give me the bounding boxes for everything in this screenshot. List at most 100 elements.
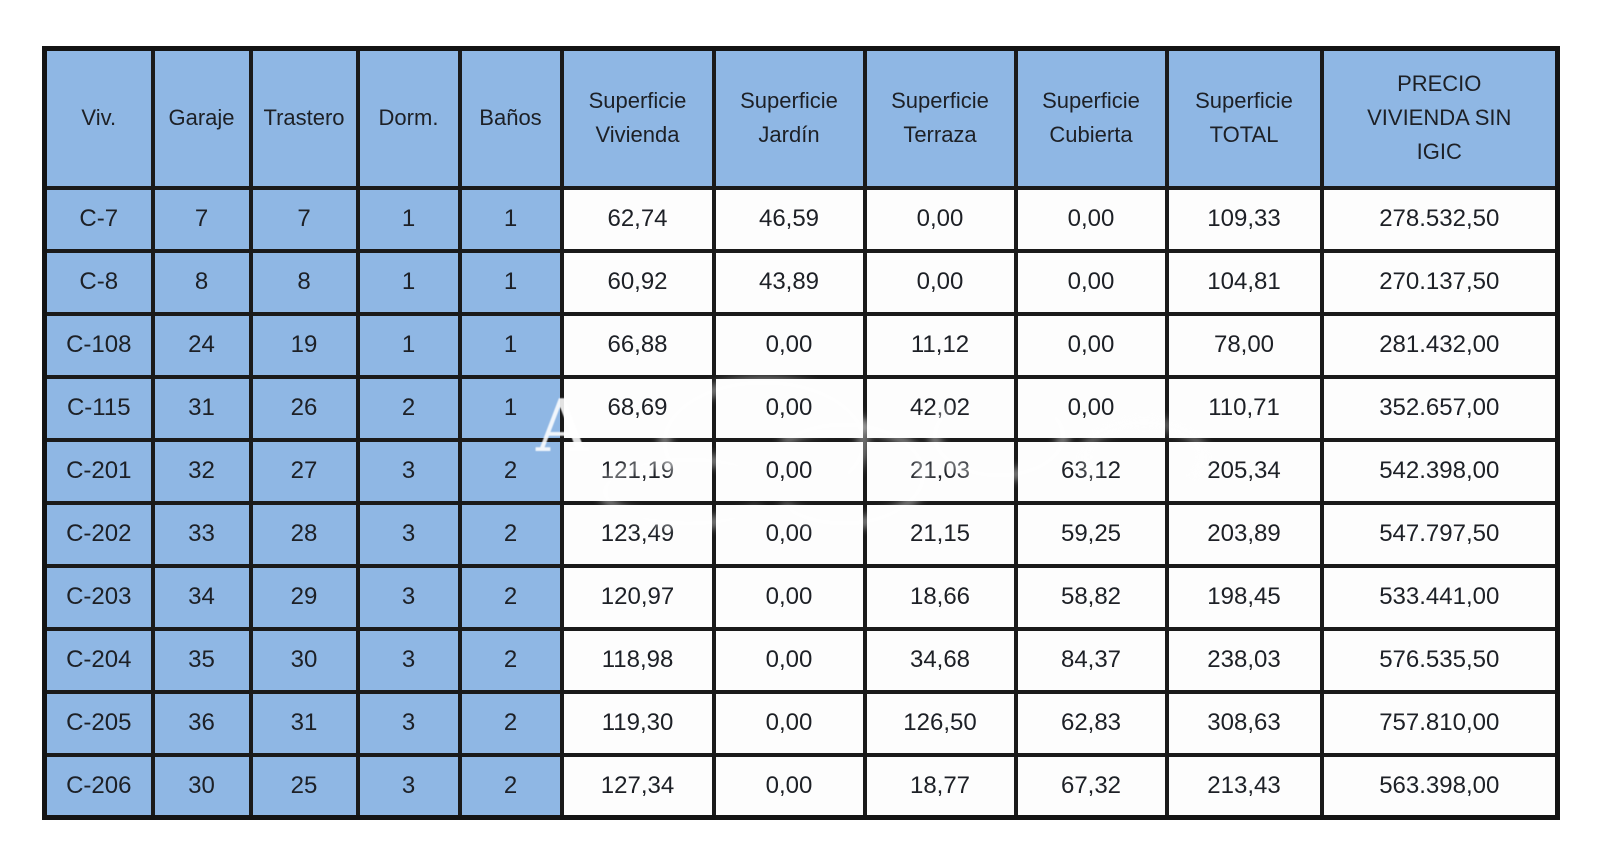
table-row: C-203 34 29 3 2 120,97 0,00 18,66 58,82 198,45 533… <box>42 563 1560 631</box>
cell-sup-cubierta: 63,12 <box>1013 437 1169 505</box>
cell-sup-total: 205,34 <box>1164 437 1324 505</box>
cell-garaje: 35 <box>150 626 253 694</box>
cell-dorm: 3 <box>355 689 462 757</box>
cell-sup-terraza: 126,50 <box>862 689 1018 757</box>
cell-sup-total: 104,81 <box>1164 248 1324 316</box>
table-row: C-205 36 31 3 2 119,30 0,00 126,50 62,83 308,63 75… <box>42 689 1560 757</box>
cell-sup-jardin: 0,00 <box>711 374 867 442</box>
cell-viv: C-206 <box>42 752 155 820</box>
cell-garaje: 31 <box>150 374 253 442</box>
cell-sup-cubierta: 62,83 <box>1013 689 1169 757</box>
cell-sup-cubierta: 67,32 <box>1013 752 1169 820</box>
cell-sup-terraza: 21,03 <box>862 437 1018 505</box>
header-sup-jardin: Superficie Jardín <box>711 46 867 190</box>
cell-precio: 278.532,50 <box>1319 185 1560 253</box>
table-row: C-115 31 26 2 1 68,69 0,00 42,02 0,00 110,71 352.6… <box>42 374 1560 442</box>
cell-banos: 1 <box>457 248 564 316</box>
cell-viv: C-108 <box>42 311 155 379</box>
cell-banos: 2 <box>457 563 564 631</box>
header-garaje: Garaje <box>150 46 253 190</box>
cell-sup-terraza: 11,12 <box>862 311 1018 379</box>
cell-sup-total: 109,33 <box>1164 185 1324 253</box>
cell-precio: 281.432,00 <box>1319 311 1560 379</box>
cell-sup-total: 110,71 <box>1164 374 1324 442</box>
cell-dorm: 1 <box>355 311 462 379</box>
cell-sup-vivienda: 123,49 <box>559 500 716 568</box>
cell-sup-terraza: 0,00 <box>862 248 1018 316</box>
cell-precio: 352.657,00 <box>1319 374 1560 442</box>
table-row: C-206 30 25 3 2 127,34 0,00 18,77 67,32 213,43 563… <box>42 752 1560 820</box>
cell-precio: 542.398,00 <box>1319 437 1560 505</box>
cell-sup-cubierta: 0,00 <box>1013 185 1169 253</box>
cell-sup-vivienda: 66,88 <box>559 311 716 379</box>
cell-sup-terraza: 42,02 <box>862 374 1018 442</box>
header-row: Viv. Garaje Trastero Dorm. Baños Superfi… <box>42 46 1560 190</box>
cell-trastero: 28 <box>248 500 360 568</box>
cell-sup-total: 203,89 <box>1164 500 1324 568</box>
cell-trastero: 8 <box>248 248 360 316</box>
cell-sup-cubierta: 0,00 <box>1013 311 1169 379</box>
cell-sup-total: 198,45 <box>1164 563 1324 631</box>
table-row: C-201 32 27 3 2 121,19 0,00 21,03 63,12 205,34 542… <box>42 437 1560 505</box>
cell-sup-total: 78,00 <box>1164 311 1324 379</box>
cell-sup-jardin: 0,00 <box>711 563 867 631</box>
cell-sup-jardin: 0,00 <box>711 752 867 820</box>
header-sup-vivienda: Superficie Vivienda <box>559 46 716 190</box>
cell-garaje: 24 <box>150 311 253 379</box>
cell-dorm: 1 <box>355 185 462 253</box>
cell-garaje: 8 <box>150 248 253 316</box>
cell-viv: C-7 <box>42 185 155 253</box>
cell-garaje: 7 <box>150 185 253 253</box>
table-row: C-7 7 7 1 1 62,74 46,59 0,00 0,00 109,33 278.532,5… <box>42 185 1560 253</box>
header-banos: Baños <box>457 46 564 190</box>
cell-sup-terraza: 18,77 <box>862 752 1018 820</box>
header-sup-terraza: Superficie Terraza <box>862 46 1018 190</box>
cell-banos: 2 <box>457 752 564 820</box>
cell-precio: 757.810,00 <box>1319 689 1560 757</box>
cell-viv: C-203 <box>42 563 155 631</box>
cell-viv: C-8 <box>42 248 155 316</box>
cell-dorm: 3 <box>355 563 462 631</box>
cell-viv: C-205 <box>42 689 155 757</box>
cell-garaje: 36 <box>150 689 253 757</box>
cell-sup-total: 213,43 <box>1164 752 1324 820</box>
table-row: C-204 35 30 3 2 118,98 0,00 34,68 84,37 238,03 576… <box>42 626 1560 694</box>
cell-sup-vivienda: 127,34 <box>559 752 716 820</box>
header-dorm: Dorm. <box>355 46 462 190</box>
cell-trastero: 19 <box>248 311 360 379</box>
cell-sup-cubierta: 59,25 <box>1013 500 1169 568</box>
header-viv: Viv. <box>42 46 155 190</box>
cell-sup-terraza: 21,15 <box>862 500 1018 568</box>
cell-precio: 563.398,00 <box>1319 752 1560 820</box>
cell-sup-jardin: 0,00 <box>711 500 867 568</box>
header-sup-total: Superficie TOTAL <box>1164 46 1324 190</box>
cell-precio: 270.137,50 <box>1319 248 1560 316</box>
cell-banos: 2 <box>457 626 564 694</box>
cell-sup-jardin: 46,59 <box>711 185 867 253</box>
header-trastero: Trastero <box>248 46 360 190</box>
cell-precio: 547.797,50 <box>1319 500 1560 568</box>
cell-viv: C-201 <box>42 437 155 505</box>
cell-banos: 1 <box>457 311 564 379</box>
cell-garaje: 34 <box>150 563 253 631</box>
cell-sup-total: 238,03 <box>1164 626 1324 694</box>
cell-trastero: 25 <box>248 752 360 820</box>
table-row: C-8 8 8 1 1 60,92 43,89 0,00 0,00 104,81 270.137,5… <box>42 248 1560 316</box>
cell-sup-vivienda: 120,97 <box>559 563 716 631</box>
cell-garaje: 30 <box>150 752 253 820</box>
cell-viv: C-115 <box>42 374 155 442</box>
cell-trastero: 29 <box>248 563 360 631</box>
cell-dorm: 1 <box>355 248 462 316</box>
cell-sup-jardin: 0,00 <box>711 437 867 505</box>
table-row: C-202 33 28 3 2 123,49 0,00 21,15 59,25 203,89 547… <box>42 500 1560 568</box>
cell-precio: 576.535,50 <box>1319 626 1560 694</box>
header-sup-cubierta: Superficie Cubierta <box>1013 46 1169 190</box>
cell-garaje: 33 <box>150 500 253 568</box>
cell-sup-vivienda: 68,69 <box>559 374 716 442</box>
cell-sup-jardin: 0,00 <box>711 626 867 694</box>
cell-dorm: 3 <box>355 500 462 568</box>
cell-banos: 2 <box>457 500 564 568</box>
cell-trastero: 7 <box>248 185 360 253</box>
cell-garaje: 32 <box>150 437 253 505</box>
